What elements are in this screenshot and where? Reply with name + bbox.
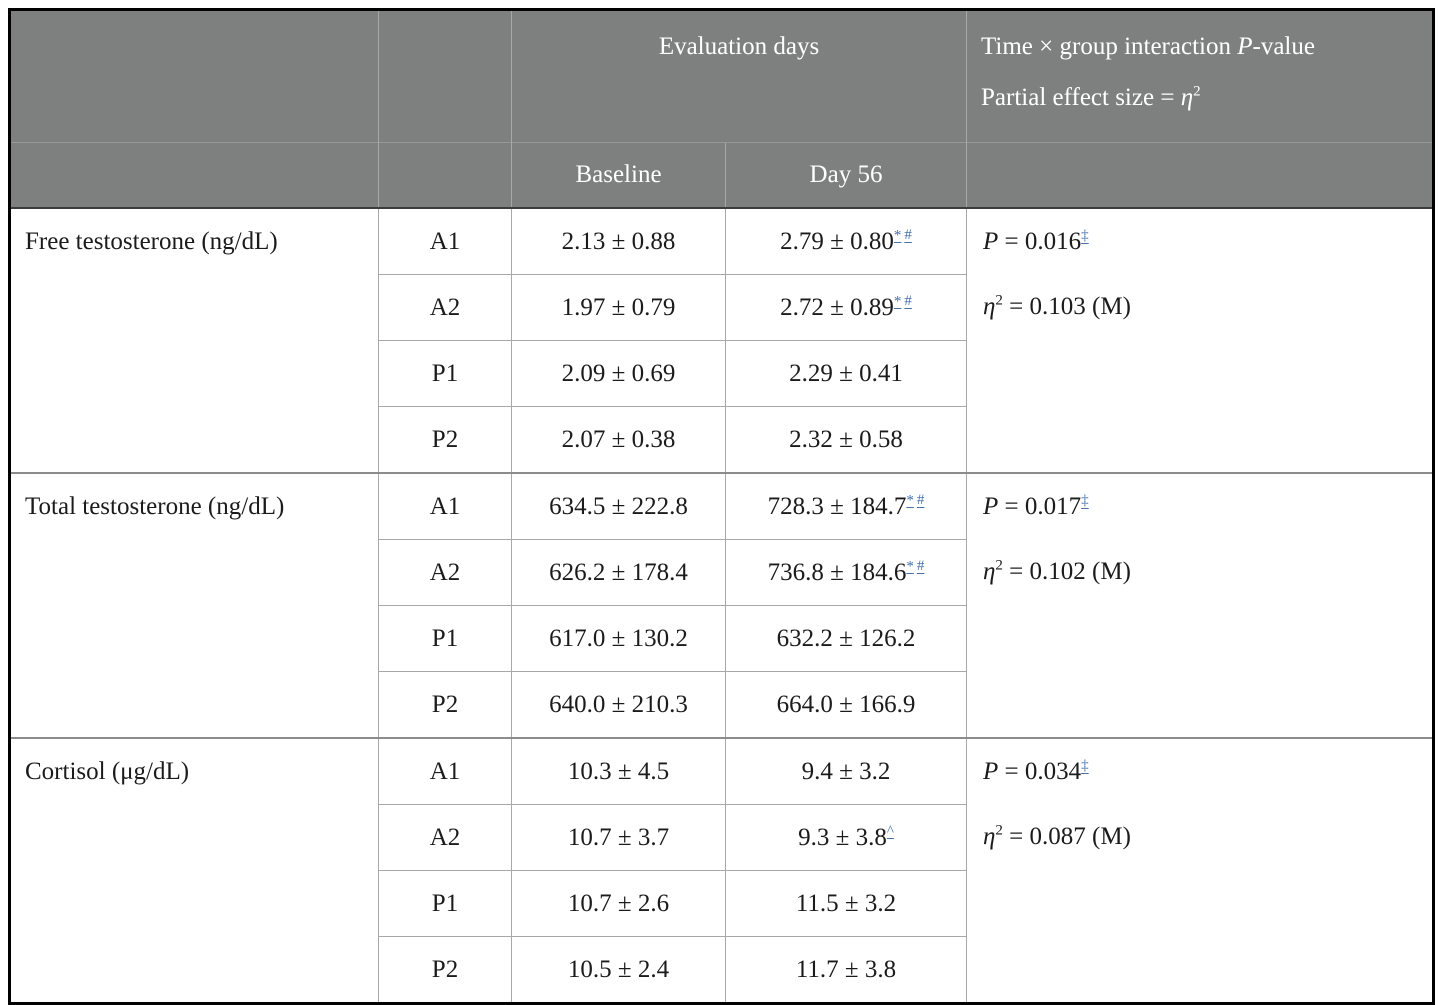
group-cell: P2 xyxy=(378,936,512,1004)
header-empty-pvalue-sub xyxy=(966,142,1434,209)
table-row: P1 2.09 ± 0.69 2.29 ± 0.41 xyxy=(10,340,1434,407)
header-empty-measure-sub xyxy=(9,142,379,209)
header-empty-group xyxy=(378,9,512,143)
header-evaluation-days: Evaluation days xyxy=(510,9,967,143)
group-cell: A2 xyxy=(378,539,512,606)
table-row: P1 10.7 ± 2.6 11.5 ± 3.2 xyxy=(10,870,1434,937)
table-row: Total testosterone (ng/dL) A1 634.5 ± 22… xyxy=(9,472,1434,738)
day56-value: 736.8 ± 184.6* # xyxy=(724,539,967,606)
section-total-testosterone: Total testosterone (ng/dL) A1 634.5 ± 22… xyxy=(9,472,1434,738)
baseline-value: 617.0 ± 130.2 xyxy=(511,605,726,672)
stats-cell: P = 0.017‡ η2 = 0.102 (M) xyxy=(966,472,1434,738)
group-cell: P2 xyxy=(378,671,512,738)
group-cell: A2 xyxy=(378,804,512,871)
table-row: P2 640.0 ± 210.3 664.0 ± 166.9 xyxy=(10,671,1434,738)
baseline-value: 634.5 ± 222.8 xyxy=(511,472,726,540)
footnote-link-hash[interactable]: # xyxy=(904,227,912,244)
day56-value: 9.3 ± 3.8^ xyxy=(724,804,967,871)
day56-value: 2.29 ± 0.41 xyxy=(724,340,967,407)
table-row: A2 626.2 ± 178.4 736.8 ± 184.6* # xyxy=(10,539,1434,606)
section-free-testosterone: Free testosterone (ng/dL) A1 2.13 ± 0.88… xyxy=(9,208,1434,473)
eta-squared-line: η2 = 0.102 (M) xyxy=(983,557,1131,585)
group-cell: A1 xyxy=(378,472,512,540)
baseline-value: 10.7 ± 2.6 xyxy=(511,870,726,937)
day56-value: 2.72 ± 0.89* # xyxy=(724,274,967,341)
p-value-line: P = 0.016‡ xyxy=(983,227,1089,255)
baseline-value: 2.09 ± 0.69 xyxy=(511,340,726,407)
footnote-link-asterisk[interactable]: * xyxy=(893,227,902,244)
stats-cell: P = 0.034‡ η2 = 0.087 (M) xyxy=(966,737,1434,1004)
table-row: A2 1.97 ± 0.79 2.72 ± 0.89* # xyxy=(10,274,1434,341)
header-empty-measure xyxy=(9,9,379,143)
day56-value: 11.7 ± 3.8 xyxy=(724,936,967,1004)
day56-value: 2.79 ± 0.80* # xyxy=(724,208,967,275)
stats-cell: P = 0.016‡ η2 = 0.103 (M) xyxy=(966,208,1434,473)
table-row: Free testosterone (ng/dL) A1 2.13 ± 0.88… xyxy=(9,208,1434,473)
partial-effect-size-label: Partial effect size = η2 xyxy=(981,83,1201,111)
p-value-line: P = 0.034‡ xyxy=(983,757,1089,785)
group-cell: P1 xyxy=(378,870,512,937)
group-cell: A2 xyxy=(378,274,512,341)
footnote-link-doubledagger[interactable]: ‡ xyxy=(1081,227,1089,244)
header-empty-group-sub xyxy=(378,142,512,209)
header-baseline: Baseline xyxy=(511,142,726,209)
interaction-pvalue-label: Time × group interaction P-value xyxy=(981,33,1315,60)
evaluation-days-label: Evaluation days xyxy=(658,33,820,60)
eta-squared-line: η2 = 0.103 (M) xyxy=(983,292,1131,320)
footnote-link-doubledagger[interactable]: ‡ xyxy=(1081,492,1089,509)
footnote-link-hash[interactable]: # xyxy=(916,492,925,509)
day56-value: 664.0 ± 166.9 xyxy=(724,671,967,738)
baseline-value: 1.97 ± 0.79 xyxy=(511,274,726,341)
table-row: P2 2.07 ± 0.38 2.32 ± 0.58 xyxy=(10,406,1434,473)
group-cell: A1 xyxy=(378,208,512,275)
table-row: P1 617.0 ± 130.2 632.2 ± 126.2 xyxy=(10,605,1434,672)
footnote-link-doubledagger[interactable]: ‡ xyxy=(1081,757,1089,774)
header-row-top: Evaluation days Time × group interaction… xyxy=(9,9,1434,143)
day56-value: 11.5 ± 3.2 xyxy=(724,870,967,937)
baseline-value: 2.07 ± 0.38 xyxy=(511,406,726,473)
results-table: Evaluation days Time × group interaction… xyxy=(8,8,1436,1005)
eta-squared-line: η2 = 0.087 (M) xyxy=(983,822,1131,850)
header-interaction: Time × group interaction P-value Partial… xyxy=(966,9,1434,143)
header-day56: Day 56 xyxy=(724,142,967,209)
footnote-link-hash[interactable]: # xyxy=(904,293,912,310)
day56-value: 728.3 ± 184.7* # xyxy=(724,472,967,540)
measure-label: Free testosterone (ng/dL) xyxy=(9,208,379,473)
footnote-link-caret[interactable]: ^ xyxy=(886,823,894,840)
table-row: Cortisol (μg/dL) A1 10.3 ± 4.5 9.4 ± 3.2… xyxy=(9,737,1434,1004)
footnote-link-asterisk[interactable]: * xyxy=(906,558,914,575)
footnote-link-asterisk[interactable]: * xyxy=(906,492,914,509)
group-cell: P1 xyxy=(378,340,512,407)
group-cell: P1 xyxy=(378,605,512,672)
header-row-sub: Baseline Day 56 xyxy=(9,142,1434,209)
baseline-value: 640.0 ± 210.3 xyxy=(511,671,726,738)
measure-label: Cortisol (μg/dL) xyxy=(9,737,379,1004)
measure-label: Total testosterone (ng/dL) xyxy=(9,472,379,738)
baseline-value: 2.13 ± 0.88 xyxy=(511,208,726,275)
baseline-value: 10.5 ± 2.4 xyxy=(511,936,726,1004)
footnote-link-asterisk[interactable]: * xyxy=(893,293,902,310)
baseline-value: 10.3 ± 4.5 xyxy=(511,737,726,805)
group-cell: A1 xyxy=(378,737,512,805)
footnote-link-hash[interactable]: # xyxy=(916,558,925,575)
day56-value: 9.4 ± 3.2 xyxy=(724,737,967,805)
section-cortisol: Cortisol (μg/dL) A1 10.3 ± 4.5 9.4 ± 3.2… xyxy=(9,737,1434,1004)
table-row: A2 10.7 ± 3.7 9.3 ± 3.8^ xyxy=(10,804,1434,871)
baseline-value: 10.7 ± 3.7 xyxy=(511,804,726,871)
day56-value: 632.2 ± 126.2 xyxy=(724,605,967,672)
p-value-line: P = 0.017‡ xyxy=(983,492,1089,520)
day56-value: 2.32 ± 0.58 xyxy=(724,406,967,473)
group-cell: P2 xyxy=(378,406,512,473)
table-header: Evaluation days Time × group interaction… xyxy=(9,9,1434,209)
baseline-value: 626.2 ± 178.4 xyxy=(511,539,726,606)
